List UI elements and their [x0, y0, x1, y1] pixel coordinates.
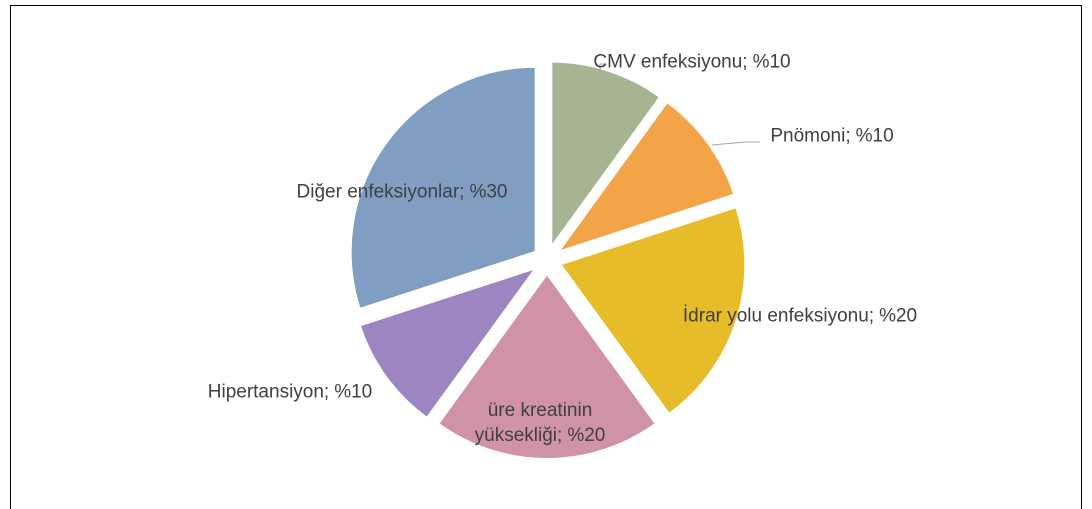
value-label: %10 [752, 51, 791, 73]
data-label: Hipertansiyon; %10 [180, 380, 400, 405]
data-label: Diğer enfeksiyonlar; %30 [287, 180, 517, 205]
value-label: %20 [567, 425, 606, 446]
pie-slice [558, 205, 747, 416]
pie-slice [550, 60, 662, 250]
value-label: %10 [334, 381, 373, 403]
pie-slice [358, 266, 539, 420]
data-label: üre kreatinin yüksekliği; %20 [445, 398, 635, 448]
data-label: Pnömoni; %10 [722, 124, 942, 149]
pie-slice [349, 65, 537, 311]
frame [10, 5, 1082, 509]
value-label: %20 [879, 305, 918, 327]
category-label: İdrar yolu enfeksiyonu; [682, 305, 875, 327]
leader-line [599, 63, 606, 103]
data-label: İdrar yolu enfeksiyonu; %20 [640, 304, 960, 329]
category-label: üre kreatinin yüksekliği; [474, 400, 593, 446]
category-label: Pnömoni; [770, 125, 851, 147]
data-label: CMV enfeksiyonu; %10 [582, 50, 802, 75]
leader-line [711, 141, 760, 146]
value-label: %10 [855, 125, 894, 147]
category-label: Diğer enfeksiyonlar; [296, 181, 465, 203]
value-label: %30 [469, 181, 508, 203]
category-label: CMV enfeksiyonu; [593, 51, 748, 73]
category-label: Hipertansiyon; [207, 381, 330, 403]
pie-slice [436, 272, 658, 460]
pie-slice [555, 100, 736, 254]
